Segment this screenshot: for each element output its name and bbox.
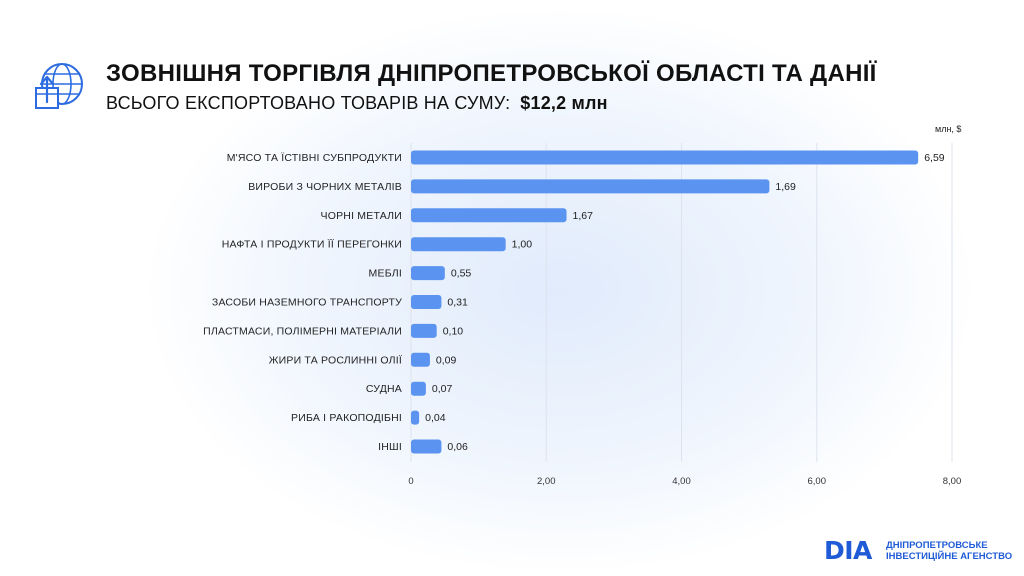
x-tick-label: 0: [408, 476, 413, 487]
background-glow: [150, 10, 970, 570]
category-label: РИБА І РАКОПОДІБНІ: [291, 412, 402, 424]
bar: [411, 208, 567, 223]
bar: [411, 381, 426, 396]
category-label: ПЛАСТМАСИ, ПОЛІМЕРНІ МАТЕРІАЛИ: [203, 325, 402, 337]
data-label: 1,67: [573, 210, 594, 222]
category-label: ЧОРНІ МЕТАЛИ: [321, 210, 402, 222]
data-label: 0,31: [447, 297, 468, 309]
data-label: 0,06: [447, 441, 468, 453]
subtitle-text: ВСЬОГО ЕКСПОРТОВАНО ТОВАРІВ НА СУМУ:: [106, 93, 511, 113]
data-label: 0,04: [425, 412, 446, 424]
bar: [411, 323, 437, 338]
page-title: ЗОВНІШНЯ ТОРГІВЛЯ ДНІПРОПЕТРОВСЬКОЇ ОБЛА…: [106, 60, 877, 87]
category-label: ІНШІ: [378, 441, 402, 453]
bar: [411, 295, 442, 309]
agency-logo: DIA ДНІПРОПЕТРОВСЬКЕ ІНВЕСТИЦІЙНЕ АГЕНСТ…: [824, 536, 1012, 565]
data-label: 1,00: [512, 239, 533, 251]
bar: [411, 150, 919, 165]
page-subtitle: ВСЬОГО ЕКСПОРТОВАНО ТОВАРІВ НА СУМУ: $12,…: [106, 93, 608, 114]
data-label: 0,09: [436, 354, 457, 366]
logo-line-1: ДНІПРОПЕТРОВСЬКЕ: [886, 540, 988, 551]
category-label: ЖИРИ ТА РОСЛИННІ ОЛІЇ: [269, 354, 402, 366]
globe-box-export-icon: [35, 63, 83, 109]
data-label: 6,59: [924, 152, 945, 164]
bar: [411, 352, 430, 367]
total-amount: $12,2 млн: [520, 93, 608, 113]
category-label: НАФТА І ПРОДУКТИ ЇЇ ПЕРЕГОНКИ: [222, 239, 402, 251]
category-label: ЗАСОБИ НАЗЕМНОГО ТРАНСПОРТУ: [212, 297, 402, 309]
x-tick-label: 6,00: [808, 476, 827, 487]
bar: [411, 179, 770, 194]
data-label: 0,55: [451, 268, 472, 280]
data-label: 0,07: [432, 383, 453, 395]
category-label: М'ЯСО ТА ЇСТІВНІ СУБПРОДУКТИ: [227, 152, 402, 164]
bar: [411, 237, 506, 252]
bar: [411, 410, 420, 425]
logo-mark: DIA: [824, 536, 872, 565]
bar: [411, 266, 445, 281]
bar: [411, 439, 442, 454]
data-label: 0,10: [443, 325, 464, 337]
x-tick-label: 2,00: [537, 476, 556, 487]
x-tick-label: 8,00: [943, 476, 962, 487]
logo-text: ДНІПРОПЕТРОВСЬКЕ ІНВЕСТИЦІЙНЕ АГЕНСТВО: [886, 540, 1012, 562]
category-label: МЕБЛІ: [369, 268, 402, 280]
data-label: 1,69: [775, 181, 796, 193]
unit-label: млн, $: [935, 124, 962, 134]
category-label: СУДНА: [366, 383, 402, 395]
logo-line-2: ІНВЕСТИЦІЙНЕ АГЕНСТВО: [886, 551, 1013, 562]
x-tick-label: 4,00: [672, 476, 691, 487]
category-label: ВИРОБИ З ЧОРНИХ МЕТАЛІВ: [248, 181, 402, 193]
